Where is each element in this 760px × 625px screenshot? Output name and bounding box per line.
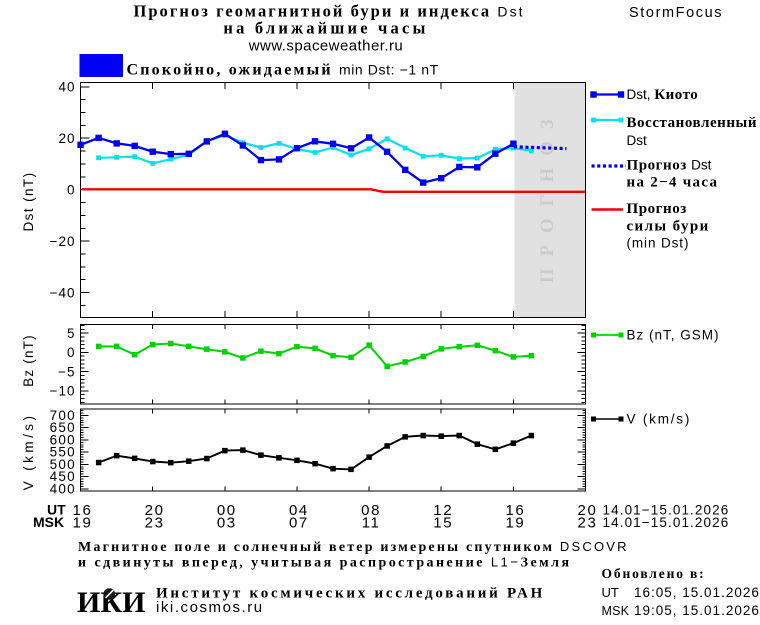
svg-text:16: 16 [505, 502, 525, 519]
svg-text:700: 700 [50, 408, 76, 423]
svg-text:www.spaceweather.ru: www.spaceweather.ru [248, 38, 403, 55]
svg-text:и сдвинуты вперед, учитывая ра: и сдвинуты вперед, учитывая распростране… [78, 555, 571, 571]
svg-text:силы бури: силы бури [627, 219, 710, 235]
svg-text:16: 16 [73, 502, 93, 519]
svg-text:Прогноз Dst: Прогноз Dst [627, 158, 712, 174]
svg-text:−5: −5 [58, 364, 75, 379]
svg-text:−40: −40 [50, 285, 76, 300]
svg-text:400: 400 [50, 481, 76, 496]
svg-text:V (km/s): V (km/s) [21, 413, 36, 491]
svg-text:04: 04 [289, 502, 309, 519]
svg-text:0: 0 [67, 345, 76, 360]
svg-text:5: 5 [67, 326, 76, 341]
svg-text:(min Dst): (min Dst) [627, 236, 690, 251]
svg-text:Магнитное поле и солнечный вет: Магнитное поле и солнечный ветер измерен… [78, 539, 629, 555]
svg-text:07: 07 [289, 514, 309, 531]
svg-text:500: 500 [50, 457, 76, 472]
svg-text:Dst: Dst [627, 133, 647, 148]
svg-text:15: 15 [433, 514, 453, 531]
svg-text:19: 19 [73, 514, 93, 531]
svg-text:20: 20 [145, 502, 165, 519]
svg-text:600: 600 [50, 432, 76, 447]
svg-text:Прогноз: Прогноз [627, 201, 687, 217]
svg-text:iki.cosmos.ru: iki.cosmos.ru [156, 599, 264, 616]
svg-text:20: 20 [578, 502, 598, 519]
svg-text:Dst (nT): Dst (nT) [21, 172, 36, 232]
svg-text:на ближайшие часы: на ближайшие часы [223, 19, 428, 38]
svg-text:Институт космических исследова: Институт космических исследований РАН [156, 586, 545, 602]
svg-text:08: 08 [361, 502, 381, 519]
svg-text:MSK: MSK [33, 514, 64, 530]
svg-text:650: 650 [50, 420, 76, 435]
svg-text:03: 03 [217, 514, 237, 531]
svg-text:V (km/s): V (km/s) [627, 412, 692, 427]
svg-text:ПРОГНОЗ: ПРОГНОЗ [538, 107, 558, 283]
svg-text:0: 0 [67, 182, 76, 197]
svg-text:StormFocus: StormFocus [629, 5, 723, 21]
svg-text:450: 450 [50, 469, 76, 484]
svg-text:23: 23 [145, 514, 165, 531]
svg-text:550: 550 [50, 445, 76, 460]
svg-text:−10: −10 [50, 384, 76, 399]
svg-text:Прогноз геомагнитной бури и ин: Прогноз геомагнитной бури и индекса Dst [133, 2, 524, 21]
svg-text:23: 23 [578, 514, 598, 531]
svg-text:40: 40 [58, 80, 75, 95]
svg-text:Спокойно, ожидаемый min Dst: −: Спокойно, ожидаемый min Dst: −1 nT [127, 62, 439, 79]
svg-text:14.01−15.01.2026: 14.01−15.01.2026 [603, 515, 730, 530]
svg-text:на 2−4 часа: на 2−4 часа [627, 175, 719, 191]
svg-text:UT: UT [47, 502, 66, 518]
svg-text:Восстановленный: Восстановленный [627, 115, 758, 131]
svg-text:12: 12 [433, 502, 453, 519]
svg-text:20: 20 [58, 131, 75, 146]
svg-text:Dst, Киото: Dst, Киото [627, 87, 699, 103]
svg-text:−20: −20 [50, 234, 76, 249]
svg-text:14.01−15.01.2026: 14.01−15.01.2026 [603, 503, 730, 518]
svg-text:Bz (nT, GSM): Bz (nT, GSM) [627, 328, 720, 343]
svg-text:Bz (nT): Bz (nT) [21, 334, 36, 387]
svg-text:00: 00 [217, 502, 237, 519]
svg-text:11: 11 [362, 514, 381, 531]
svg-text:19: 19 [505, 514, 525, 531]
svg-text:Обновлено в:: Обновлено в: [602, 566, 706, 581]
